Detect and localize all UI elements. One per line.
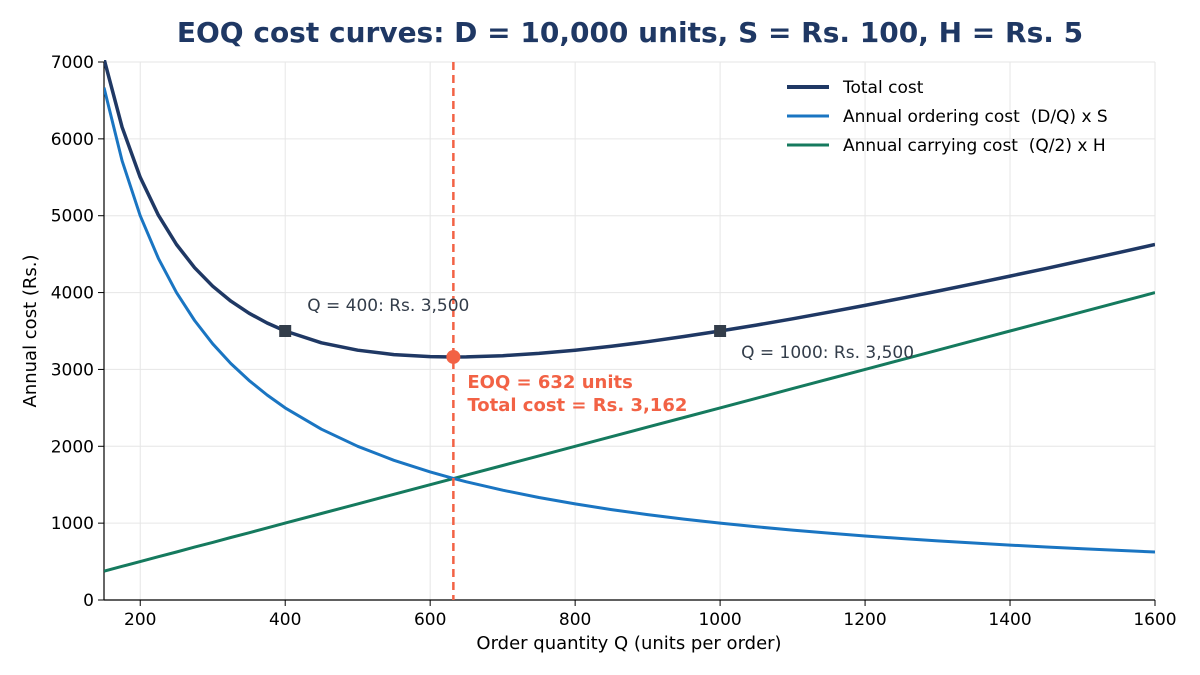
x-tick-label-7: 1600 xyxy=(1133,610,1176,630)
marker-label-1: Q = 1000: Rs. 3,500 xyxy=(741,343,914,363)
legend-label-ordering: Annual ordering cost (D/Q) x S xyxy=(843,107,1108,127)
eoq-label-cost: Total cost = Rs. 3,162 xyxy=(467,395,687,416)
legend-label-carrying: Annual carrying cost (Q/2) x H xyxy=(843,136,1106,156)
x-tick-label-3: 800 xyxy=(559,610,591,630)
marker-square-1 xyxy=(714,325,727,337)
marker-square-0 xyxy=(279,325,292,337)
axes xyxy=(103,62,1155,601)
legend: Total cost Annual ordering cost (D/Q) x … xyxy=(787,78,1108,156)
series-layer xyxy=(104,60,1155,573)
x-tick-label-6: 1400 xyxy=(988,610,1031,630)
x-tick-label-1: 400 xyxy=(269,610,301,630)
y-tick-label-7: 7000 xyxy=(51,53,94,73)
x-tick-label-5: 1200 xyxy=(843,610,886,630)
series-total-cost-line xyxy=(104,60,1155,359)
y-tick-label-2: 2000 xyxy=(51,437,94,457)
y-tick-label-0: 0 xyxy=(83,591,94,611)
y-tick-label-5: 5000 xyxy=(51,207,94,227)
y-tick-label-1: 1000 xyxy=(51,514,94,534)
y-tick-label-6: 6000 xyxy=(51,130,94,150)
chart-title: EOQ cost curves: D = 10,000 units, S = R… xyxy=(177,16,1083,49)
series-carrying-cost-line xyxy=(104,291,1155,573)
grid xyxy=(104,61,1156,601)
x-axis-ticks: 200 400 600 800 1000 1200 1400 1600 xyxy=(124,600,1177,630)
eoq-point xyxy=(446,349,461,364)
x-axis-label: Order quantity Q (units per order) xyxy=(476,633,781,654)
y-tick-label-4: 4000 xyxy=(51,284,94,304)
x-tick-label-0: 200 xyxy=(124,610,156,630)
y-tick-label-3: 3000 xyxy=(51,360,94,380)
marker-label-0: Q = 400: Rs. 3,500 xyxy=(307,296,469,316)
series-ordering-cost-line xyxy=(104,87,1155,554)
marker-layer: Q = 400: Rs. 3,500 Q = 1000: Rs. 3,500 xyxy=(279,296,914,363)
y-axis-label: Annual cost (Rs.) xyxy=(20,254,41,407)
legend-label-total: Total cost xyxy=(842,78,924,98)
x-tick-label-2: 600 xyxy=(414,610,446,630)
eoq-label-quantity: EOQ = 632 units xyxy=(467,372,632,393)
y-axis-ticks: 0 1000 2000 3000 4000 5000 6000 7000 xyxy=(51,53,104,611)
x-tick-label-4: 1000 xyxy=(698,610,741,630)
